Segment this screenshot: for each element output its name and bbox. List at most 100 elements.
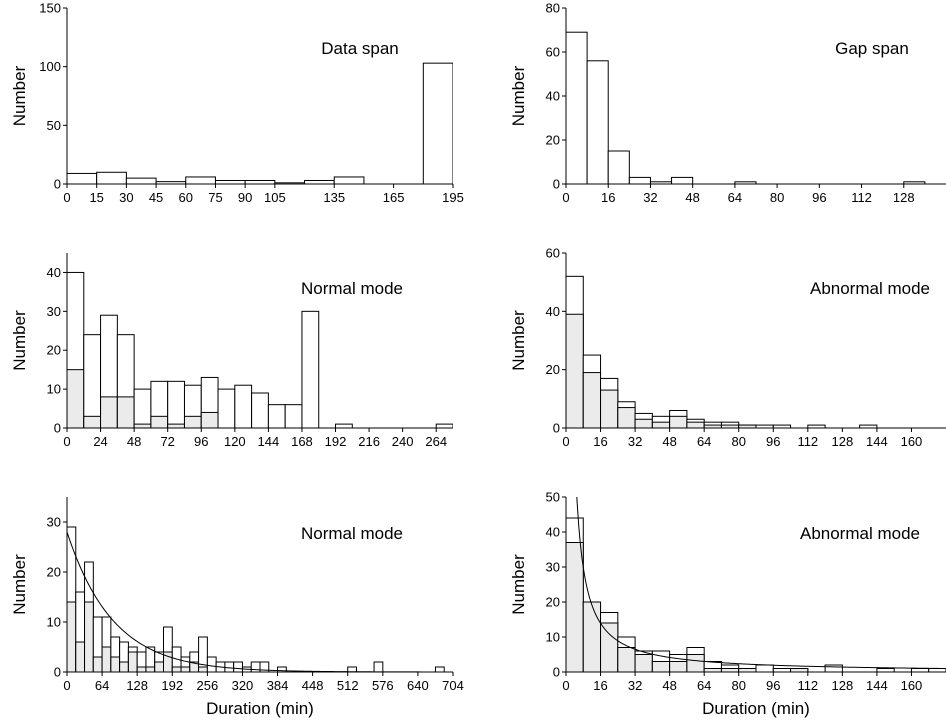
- bar-shaded: [100, 396, 118, 428]
- bar: [67, 172, 98, 184]
- x-tick-label: 96: [766, 678, 780, 693]
- bar-shaded: [127, 651, 138, 672]
- y-tick-label: 20: [546, 133, 560, 148]
- bar-shaded: [566, 313, 584, 428]
- panel-bottom-left: 0 64 128 192 256 320 384 448 512 576 640 704 0 10 20 30…: [10, 497, 464, 718]
- y-tick-label: 20: [546, 362, 560, 377]
- y-tick-label: 100: [39, 59, 61, 74]
- y-tick-label: 20: [546, 595, 560, 610]
- y-tick-label: 20: [47, 343, 61, 358]
- x-tick-label: 195: [442, 190, 464, 205]
- x-tick-label: 320: [232, 678, 254, 693]
- x-tick-label: 30: [119, 190, 133, 205]
- bar: [233, 661, 243, 672]
- bar: [903, 181, 926, 184]
- x-tick-label: 576: [372, 678, 394, 693]
- bar-shaded: [83, 415, 102, 428]
- bar-shaded: [582, 601, 602, 672]
- x-tick-label: 240: [392, 434, 414, 449]
- bar: [277, 666, 287, 672]
- panel-title: Normal mode: [301, 524, 403, 543]
- bar-shaded: [651, 421, 671, 428]
- y-axis-title: Number: [509, 554, 528, 615]
- x-tick-label: 384: [267, 678, 289, 693]
- bar: [185, 176, 216, 184]
- x-tick-label: 160: [901, 434, 923, 449]
- bar-shaded: [101, 646, 112, 672]
- bar: [217, 388, 236, 428]
- x-tick-label: 112: [851, 190, 872, 205]
- x-tick-label: 0: [562, 190, 569, 205]
- bar-shaded: [600, 622, 619, 672]
- bar: [333, 176, 365, 184]
- x-tick-label: 128: [832, 678, 854, 693]
- x-tick-label: 112: [797, 678, 818, 693]
- plot-area: [566, 31, 926, 184]
- bar-shaded: [133, 423, 152, 428]
- x-tick-label: 0: [63, 190, 70, 205]
- x-tick-label: 48: [662, 434, 676, 449]
- x-axis-title: Duration (min): [702, 699, 810, 718]
- bar: [755, 664, 774, 672]
- bar-shaded: [67, 369, 85, 428]
- y-tick-label: 40: [47, 265, 61, 280]
- x-tick-label: 96: [812, 190, 826, 205]
- bar: [244, 179, 276, 184]
- x-tick-label: 72: [160, 434, 174, 449]
- bar-shaded: [634, 418, 653, 428]
- y-axis-title: Number: [10, 310, 29, 371]
- bar-shaded: [617, 407, 636, 428]
- x-tick-label: 640: [407, 678, 429, 693]
- plot-area: [566, 275, 878, 428]
- bar-shaded: [119, 661, 129, 672]
- y-axis-title: Number: [509, 310, 528, 371]
- x-tick-label: 16: [601, 190, 615, 205]
- bar: [251, 392, 269, 428]
- bar-shaded: [651, 661, 671, 672]
- bar-shaded: [790, 668, 809, 672]
- x-tick-label: 0: [63, 678, 70, 693]
- bar: [772, 668, 792, 672]
- bar: [234, 384, 253, 428]
- bar: [267, 404, 286, 428]
- x-tick-label: 80: [731, 434, 745, 449]
- y-tick-label: 0: [553, 177, 560, 192]
- bar: [335, 423, 353, 428]
- bar-shaded: [84, 601, 94, 672]
- x-tick-label: 60: [179, 190, 193, 205]
- y-tick-label: 0: [553, 421, 560, 436]
- bar-shaded: [198, 666, 208, 672]
- x-tick-label: 48: [127, 434, 141, 449]
- y-tick-label: 60: [546, 45, 560, 60]
- x-tick-label: 45: [149, 190, 163, 205]
- y-tick-label: 10: [47, 382, 61, 397]
- bar: [259, 661, 270, 672]
- bar-shaded: [67, 601, 77, 672]
- bar: [876, 668, 895, 672]
- plot-area: [67, 271, 453, 428]
- y-tick-label: 0: [54, 665, 61, 680]
- x-tick-label: 90: [238, 190, 252, 205]
- x-tick-label: 16: [593, 434, 607, 449]
- panel-top-right: 0 16 32 48 64 80 96 112 128 0 20 40 60 80 Number Gap sp…: [509, 1, 946, 205]
- x-tick-label: 48: [685, 190, 699, 205]
- x-tick-label: 120: [224, 434, 246, 449]
- bar: [434, 666, 445, 672]
- bar: [734, 181, 757, 184]
- x-tick-label: 64: [95, 678, 109, 693]
- y-tick-label: 50: [47, 118, 61, 133]
- bar: [96, 171, 127, 184]
- x-tick-label: 448: [302, 678, 324, 693]
- panel-top-left: 0 15 30 45 60 75 90 105 135 165 195 0 50 100 150 Number…: [10, 1, 464, 206]
- bar-shaded: [171, 666, 182, 672]
- bar-shaded: [136, 666, 147, 672]
- y-tick-label: 80: [546, 1, 560, 16]
- bar-shaded: [738, 668, 757, 672]
- bar: [133, 388, 152, 428]
- bar-shaded: [669, 415, 688, 428]
- bar-shaded: [110, 656, 121, 672]
- x-tick-label: 128: [832, 434, 854, 449]
- bar: [586, 60, 609, 184]
